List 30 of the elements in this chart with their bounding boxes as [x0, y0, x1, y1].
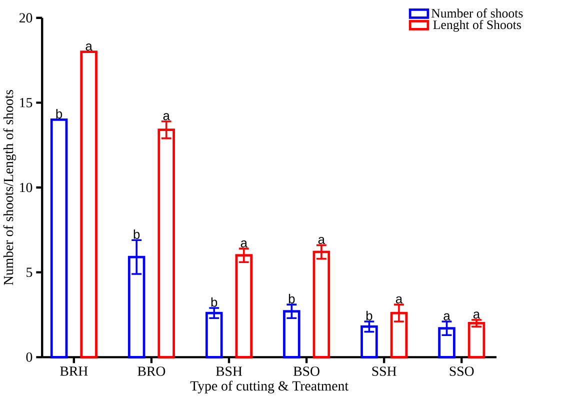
y-tick-label: 20: [19, 13, 32, 23]
bar: [468, 322, 486, 358]
data-label: a: [396, 296, 403, 304]
legend-label: Lenght of Shoots: [433, 20, 521, 32]
bar: [80, 50, 98, 358]
data-label: a: [240, 240, 248, 248]
y-tick-label: 10: [20, 182, 32, 192]
y-tick-label: 5: [26, 268, 32, 278]
legend-label: Number of shoots: [431, 8, 523, 18]
x-tick-label: SSH: [372, 366, 396, 376]
bar: [50, 118, 68, 358]
x-axis-title: Type of cutting & Treatment: [190, 380, 348, 394]
data-label: b: [288, 294, 295, 304]
data-label: a: [473, 312, 480, 319]
x-tick-label: BSH: [216, 366, 242, 376]
x-tick-label: BSO: [293, 366, 320, 376]
data-label: b: [134, 230, 140, 240]
x-tick-label: BRH: [60, 366, 88, 376]
data-label: a: [318, 237, 325, 244]
y-axis-title: Number of shoots/Length of shoots: [3, 90, 16, 286]
x-tick-label: BRO: [138, 366, 166, 376]
data-label: a: [86, 44, 92, 51]
data-label: a: [444, 313, 450, 320]
y-tick-label: 15: [20, 98, 32, 108]
data-label: a: [163, 113, 170, 120]
y-tick-label: 0: [26, 352, 32, 362]
data-label: b: [366, 311, 372, 320]
data-label: b: [211, 297, 218, 307]
x-tick-label: SSO: [450, 366, 474, 376]
data-label: b: [56, 109, 62, 119]
